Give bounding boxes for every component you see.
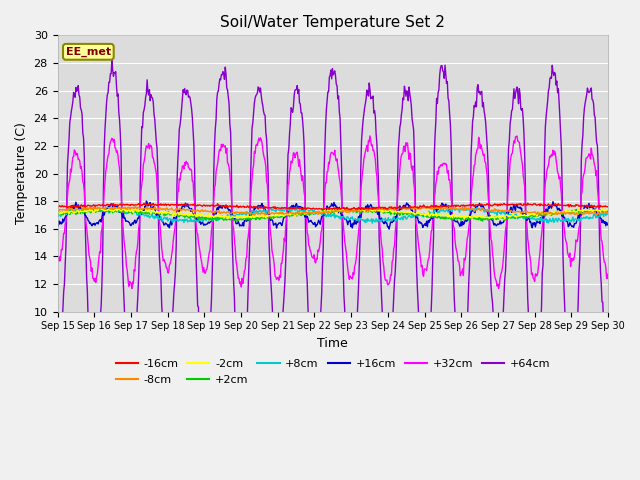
+64cm [121, 319, 129, 324]
+16cm [604, 222, 612, 228]
+8cm [63, 209, 71, 215]
+16cm [143, 198, 150, 204]
-2cm [401, 209, 408, 215]
Legend: -16cm, -8cm, -2cm, +2cm, +8cm, +16cm, +32cm, +64cm: -16cm, -8cm, -2cm, +2cm, +8cm, +16cm, +3… [111, 355, 554, 389]
-2cm [604, 207, 612, 213]
+8cm [369, 220, 376, 226]
-16cm [604, 204, 612, 210]
-16cm [54, 204, 61, 209]
+32cm [128, 286, 136, 291]
Line: -16cm: -16cm [58, 203, 608, 210]
-2cm [460, 216, 468, 222]
+16cm [63, 210, 71, 216]
+2cm [348, 205, 355, 211]
-16cm [401, 205, 409, 211]
-16cm [417, 204, 425, 210]
+32cm [604, 276, 612, 281]
+8cm [459, 204, 467, 210]
+64cm [417, 365, 425, 371]
+64cm [604, 333, 612, 339]
+32cm [401, 149, 409, 155]
+64cm [401, 88, 409, 94]
Line: -8cm: -8cm [58, 206, 608, 215]
+2cm [54, 212, 61, 218]
+32cm [120, 239, 128, 245]
+32cm [63, 192, 71, 198]
Text: EE_met: EE_met [66, 47, 111, 57]
+2cm [63, 210, 71, 216]
-8cm [120, 205, 128, 211]
+32cm [54, 258, 61, 264]
-8cm [54, 207, 61, 213]
+64cm [206, 325, 214, 331]
+16cm [206, 219, 214, 225]
X-axis label: Time: Time [317, 337, 348, 350]
-16cm [177, 202, 185, 207]
+64cm [177, 115, 185, 121]
-16cm [140, 200, 148, 206]
+2cm [417, 211, 424, 216]
+16cm [120, 216, 128, 221]
-2cm [121, 208, 129, 214]
-8cm [604, 210, 612, 216]
+32cm [366, 133, 374, 139]
-2cm [177, 210, 185, 216]
+32cm [206, 248, 214, 253]
+8cm [120, 209, 128, 215]
Line: +32cm: +32cm [58, 136, 608, 288]
-8cm [63, 208, 71, 214]
+64cm [63, 162, 71, 168]
+2cm [401, 211, 408, 216]
+64cm [108, 57, 116, 63]
+16cm [417, 220, 425, 226]
Y-axis label: Temperature (C): Temperature (C) [15, 122, 28, 225]
+64cm [54, 335, 61, 340]
+8cm [176, 216, 184, 222]
+16cm [54, 223, 61, 229]
-16cm [346, 207, 354, 213]
-2cm [54, 210, 61, 216]
+64cm [312, 387, 319, 393]
Line: +8cm: +8cm [58, 207, 608, 223]
-8cm [206, 209, 214, 215]
-8cm [177, 207, 185, 213]
-8cm [417, 205, 425, 211]
-8cm [132, 204, 140, 209]
+2cm [205, 217, 213, 223]
Title: Soil/Water Temperature Set 2: Soil/Water Temperature Set 2 [220, 15, 445, 30]
-8cm [401, 206, 409, 212]
+8cm [205, 216, 213, 222]
+32cm [177, 169, 185, 175]
+16cm [385, 226, 393, 232]
-2cm [206, 214, 214, 220]
+2cm [176, 213, 184, 218]
-2cm [417, 212, 424, 218]
+16cm [401, 204, 409, 210]
+8cm [417, 213, 424, 218]
-8cm [250, 212, 258, 218]
Line: -2cm: -2cm [58, 208, 608, 219]
-2cm [63, 207, 71, 213]
+8cm [604, 212, 612, 217]
Line: +16cm: +16cm [58, 201, 608, 229]
+2cm [120, 209, 128, 215]
-2cm [93, 205, 100, 211]
-16cm [206, 204, 214, 209]
+8cm [54, 214, 61, 219]
+2cm [479, 218, 486, 224]
Line: +2cm: +2cm [58, 208, 608, 221]
+32cm [417, 264, 425, 270]
-16cm [120, 202, 128, 207]
+2cm [604, 208, 612, 214]
Line: +64cm: +64cm [58, 60, 608, 390]
+8cm [401, 214, 408, 220]
+16cm [177, 206, 185, 212]
-16cm [63, 204, 71, 210]
